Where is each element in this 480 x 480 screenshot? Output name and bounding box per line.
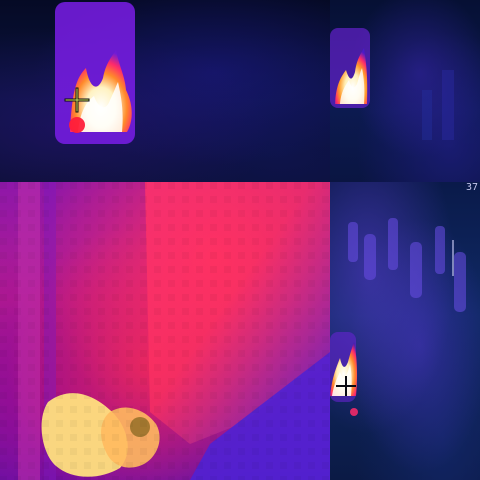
bottom-left-thermal-scene	[0, 182, 330, 480]
red-hotspot	[69, 117, 85, 133]
crowd-silhouettes	[348, 218, 466, 312]
top-left-thermal-scene	[55, 2, 135, 144]
small-hotspot	[350, 408, 358, 416]
thin-line	[452, 240, 454, 276]
background-column	[422, 90, 432, 140]
hud-readout: 37	[465, 182, 478, 193]
top-right-thermal-scene	[330, 28, 454, 140]
crosshair-highlight-icon	[65, 88, 89, 112]
bottom-right-thermal-scene	[330, 218, 466, 416]
thermal-tile-top-left	[0, 0, 330, 182]
thermal-tile-bottom-left	[0, 182, 330, 480]
thermal-tile-bottom-right: 37	[330, 182, 480, 480]
pixelation-overlay	[0, 182, 330, 480]
thermal-tile-top-right	[330, 0, 480, 182]
background-column	[442, 70, 454, 140]
flame-hot-core	[340, 68, 365, 104]
flame-hot-core	[78, 82, 123, 132]
crosshair-icon	[336, 376, 356, 396]
